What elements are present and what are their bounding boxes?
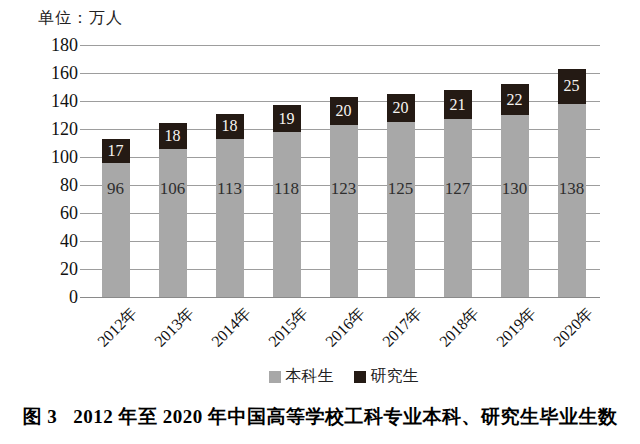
y-axis-tick-label: 0 bbox=[69, 287, 78, 307]
legend-entry: 本科生 bbox=[269, 366, 334, 387]
bar-value-label-grad: 17 bbox=[96, 141, 136, 161]
figure-caption-number: 图 3 bbox=[23, 406, 58, 427]
bar-value-label-grad: 20 bbox=[381, 98, 421, 118]
bar-segment-undergrad bbox=[501, 115, 529, 297]
unit-label: 单位：万人 bbox=[38, 8, 123, 29]
x-axis-label: 2015年 bbox=[265, 304, 311, 350]
bar-value-label-undergrad: 106 bbox=[153, 179, 193, 199]
y-axis-tick-label: 20 bbox=[60, 259, 78, 279]
figure-3-chart: 单位：万人 0 20 40 60 80 100 120 140 160 180 96 17 2012年 1… bbox=[0, 0, 640, 444]
y-axis-tick-label: 140 bbox=[51, 91, 78, 111]
bar-segment-undergrad bbox=[273, 132, 301, 297]
y-axis-tick-label: 180 bbox=[51, 35, 78, 55]
bar-value-label-grad: 18 bbox=[153, 126, 193, 146]
bar-value-label-grad: 18 bbox=[210, 116, 250, 136]
x-axis-label: 2013年 bbox=[151, 304, 197, 350]
x-axis-label: 2018年 bbox=[436, 304, 482, 350]
legend-swatch-icon bbox=[269, 371, 281, 383]
legend-label: 本科生 bbox=[286, 366, 334, 387]
bar-value-label-grad: 19 bbox=[267, 109, 307, 129]
bar-segment-undergrad bbox=[444, 119, 472, 297]
figure-caption: 图 3 2012 年至 2020 年中国高等学校工科专业本科、研究生毕业生数 bbox=[0, 404, 640, 430]
bar-value-label-grad: 20 bbox=[324, 101, 364, 121]
chart-legend: 本科生 研究生 bbox=[87, 366, 600, 387]
chart-plot-area: 02040608010012014016018096172012年1061820… bbox=[87, 45, 600, 297]
x-axis-label: 2017年 bbox=[379, 304, 425, 350]
y-axis-tick-label: 120 bbox=[51, 119, 78, 139]
gridline bbox=[80, 45, 600, 46]
y-axis-tick-label: 40 bbox=[60, 231, 78, 251]
x-axis-label: 2019年 bbox=[493, 304, 539, 350]
bar-value-label-undergrad: 96 bbox=[96, 179, 136, 199]
bar-segment-undergrad bbox=[330, 125, 358, 297]
bar-value-label-undergrad: 138 bbox=[552, 179, 592, 199]
x-axis-label: 2020年 bbox=[550, 304, 596, 350]
bar-value-label-undergrad: 127 bbox=[438, 179, 478, 199]
bar-value-label-undergrad: 130 bbox=[495, 179, 535, 199]
bar-value-label-grad: 25 bbox=[552, 76, 592, 96]
legend-swatch-icon bbox=[354, 371, 366, 383]
bar-segment-undergrad bbox=[159, 149, 187, 297]
y-axis-tick-label: 160 bbox=[51, 63, 78, 83]
bar-segment-undergrad bbox=[216, 139, 244, 297]
bar-value-label-undergrad: 113 bbox=[210, 179, 250, 199]
bar-value-label-undergrad: 118 bbox=[267, 179, 307, 199]
gridline bbox=[80, 73, 600, 74]
x-axis-label: 2012年 bbox=[94, 304, 140, 350]
x-axis-label: 2016年 bbox=[322, 304, 368, 350]
bar-segment-undergrad bbox=[558, 104, 586, 297]
y-axis-tick-label: 100 bbox=[51, 147, 78, 167]
bar-value-label-grad: 21 bbox=[438, 95, 478, 115]
bar-segment-undergrad bbox=[387, 122, 415, 297]
x-axis-label: 2014年 bbox=[208, 304, 254, 350]
bar-value-label-undergrad: 123 bbox=[324, 179, 364, 199]
legend-entry: 研究生 bbox=[354, 366, 419, 387]
bar-value-label-undergrad: 125 bbox=[381, 179, 421, 199]
bar-value-label-grad: 22 bbox=[495, 90, 535, 110]
figure-caption-text: 2012 年至 2020 年中国高等学校工科专业本科、研究生毕业生数 bbox=[73, 406, 617, 427]
y-axis-tick-label: 80 bbox=[60, 175, 78, 195]
legend-label: 研究生 bbox=[371, 366, 419, 387]
y-axis-tick-label: 60 bbox=[60, 203, 78, 223]
